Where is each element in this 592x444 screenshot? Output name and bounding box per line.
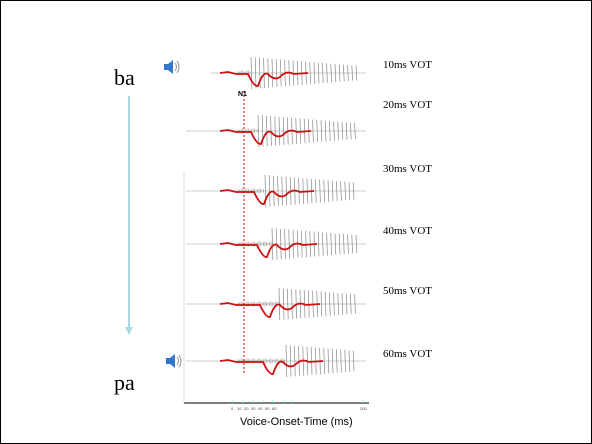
speaker-icon[interactable] [164, 60, 180, 74]
tick-label: 60 [272, 406, 277, 411]
tick-label: 30 [251, 406, 256, 411]
erp-trace [219, 189, 315, 205]
speaker-icon[interactable] [166, 354, 182, 368]
n1-label: N1 [238, 91, 247, 98]
vot-label: 20ms VOT [383, 99, 432, 111]
continuum-start-label: ba [114, 65, 135, 90]
erp-row [186, 174, 366, 208]
erp-trace [219, 359, 324, 375]
vot-label: 10ms VOT [383, 59, 432, 71]
aspiration-noise [237, 301, 279, 307]
erp-row [186, 227, 366, 261]
vot-label: 40ms VOT [383, 225, 432, 237]
erp-row [211, 56, 366, 90]
vot-label: 50ms VOT [383, 285, 432, 297]
vot-label: 30ms VOT [383, 163, 432, 175]
tick-marks [232, 400, 364, 403]
x-axis-title: Voice-Onset-Time (ms) [240, 416, 353, 428]
tick-label: 0 [231, 406, 234, 411]
x-axis [183, 171, 369, 404]
erp-trace [219, 242, 318, 258]
erp-row [186, 344, 366, 378]
tick-label: 50 [265, 406, 270, 411]
aspiration-noise [237, 70, 251, 76]
erp-trace [219, 71, 309, 87]
continuum-end-label: pa [114, 370, 135, 395]
tick-label: 10 [237, 406, 242, 411]
erp-row [186, 287, 366, 321]
vot-label: 60ms VOT [383, 348, 432, 360]
aspiration-noise [237, 241, 272, 247]
tick-label: 20 [244, 406, 249, 411]
rows-layer [186, 56, 366, 378]
tick-label: 200 [360, 406, 367, 411]
erp-row [186, 114, 366, 148]
tick-label: 40 [258, 406, 263, 411]
erp-trace [219, 129, 312, 145]
erp-trace [219, 302, 321, 318]
continuum-arrow [125, 96, 133, 335]
